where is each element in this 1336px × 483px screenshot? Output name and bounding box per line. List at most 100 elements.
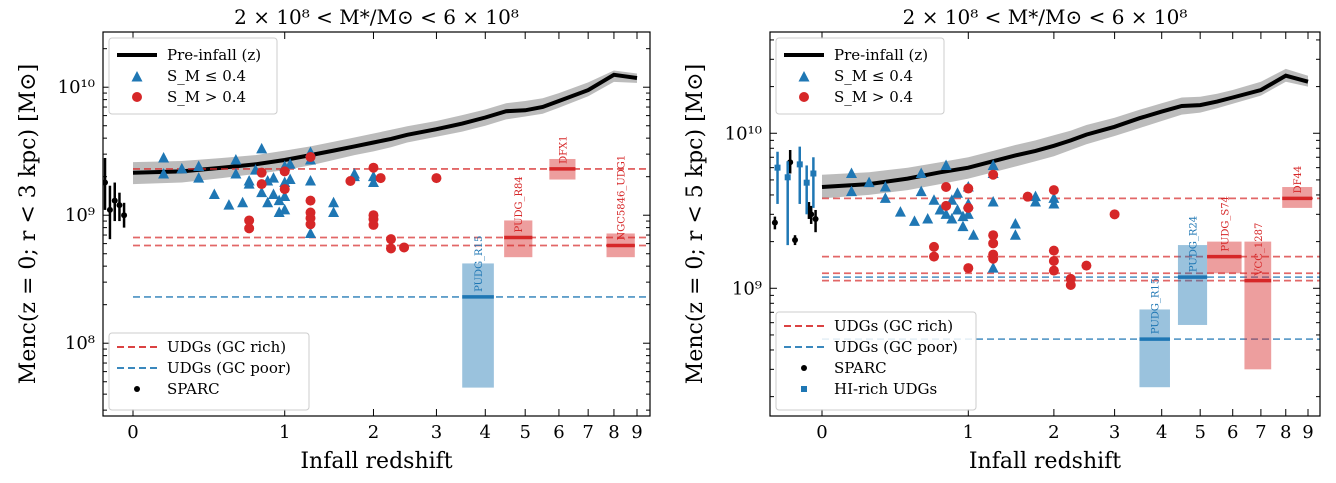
circle-point: [305, 151, 316, 162]
circle-point: [305, 195, 316, 206]
y-axis-label: Menc(z = 0; r < 3 kpc) [M⊙]: [16, 64, 41, 384]
triangle-point: [230, 154, 242, 165]
triangle-point: [305, 227, 316, 238]
triangle-point: [915, 185, 927, 197]
triangle-point: [273, 194, 285, 206]
x-tick-label: 7: [1255, 422, 1266, 443]
x-axis-label: Infall redshift: [969, 449, 1121, 474]
triangle-point: [284, 158, 296, 169]
x-tick-label: 7: [582, 422, 593, 443]
triangle-point: [279, 176, 291, 188]
sparc-point: [808, 211, 815, 218]
circle-point: [385, 243, 396, 254]
pre-infall-line: [132, 72, 638, 175]
y-axis-label: Menc(z = 0; r < 5 kpc) [M⊙]: [683, 64, 708, 384]
triangle-point: [348, 167, 360, 179]
legend-bottom-label: HI-rich UDGs: [834, 380, 937, 398]
hi-rich-point: [764, 171, 770, 177]
legend-top: Pre-infall (z) S_M ≤ 0.4 S_M > 0.4: [775, 37, 945, 115]
triangle-point: [863, 176, 875, 188]
hi-rich-point: [784, 174, 791, 181]
triangle-point: [928, 194, 940, 205]
panel-1: PUDG_R15 PUDG_R84 DFX1 NGC5846_UDG1 0 1 2 3 4 5 6 7…: [16, 5, 651, 474]
x-tick-label: 0: [816, 422, 827, 443]
x-tick-label: 2: [368, 422, 379, 443]
y-tick-label: 10⁹: [65, 205, 95, 226]
legend-bottom-label: UDGs (GC poor): [834, 338, 958, 356]
circle-point: [385, 234, 396, 245]
circle-point: [941, 182, 952, 193]
triangle-point: [1048, 192, 1060, 203]
udg-box: [462, 263, 494, 388]
triangle-point: [267, 172, 279, 183]
x-axis: 0 1 2 3 4 5 6 7 8 9 Infall redshift: [127, 32, 643, 474]
x-axis-label: Infall redshift: [300, 449, 452, 474]
axes-frame: [769, 31, 1321, 417]
circle-point: [928, 251, 939, 262]
legend-bottom-label: UDGs (GC poor): [167, 359, 291, 377]
legend-triangle-swatch: [798, 71, 810, 82]
x-tick-label: 1: [963, 422, 974, 443]
triangle-point: [367, 176, 379, 188]
legend-bottom-label: SPARC: [834, 359, 887, 377]
circle-point: [305, 219, 316, 230]
chart-title: 2 × 10⁸ < M*/M⊙ < 6 × 10⁸: [903, 5, 1188, 29]
circle-point: [431, 173, 442, 184]
triangle-point: [894, 206, 906, 217]
sparc-point: [76, 198, 82, 204]
triangle-point: [1030, 196, 1042, 207]
triangle-point: [208, 188, 220, 200]
circle-point: [963, 183, 974, 194]
y-axis: 10⁸ 10⁹ 10¹⁰ Menc(z = 0; r < 3 kpc) [M⊙]: [16, 48, 650, 411]
circle-point: [1065, 279, 1076, 290]
circle-point: [368, 162, 379, 173]
x-tick-label: 1: [279, 422, 290, 443]
circle-point: [279, 166, 290, 177]
legend-bottom-label: UDGs (GC rich): [167, 338, 286, 356]
legend-top-label: S_M ≤ 0.4: [167, 67, 246, 85]
triangle-point: [987, 262, 999, 273]
triangle-point: [845, 167, 857, 179]
triangle-point: [279, 190, 291, 202]
triangle-point: [176, 162, 188, 174]
legend-bottom-label: UDGs (GC rich): [834, 317, 953, 335]
triangle-point: [879, 192, 891, 203]
sparc-point: [111, 197, 118, 204]
circle-point: [279, 184, 290, 195]
circle-point: [988, 253, 999, 264]
plot-area: PUDG_R15 PUDG_R24 PUDG_S74 VCC_1287 DF44: [764, 68, 1320, 388]
chart-title: 2 × 10⁸ < M*/M⊙ < 6 × 10⁸: [234, 5, 519, 29]
hi-rich-point: [774, 164, 781, 171]
udg-label: DF44: [1293, 166, 1304, 194]
x-tick-label: 8: [608, 422, 619, 443]
circle-point: [988, 169, 999, 180]
circle-point: [399, 242, 410, 253]
triangle-point: [1048, 197, 1060, 209]
x-tick-label: 9: [1302, 422, 1313, 443]
triangle-point: [230, 167, 242, 179]
circle-point: [1048, 245, 1059, 256]
triangle-point: [267, 188, 279, 200]
legend-bottom: UDGs (GC rich) UDGs (GC poor) SPARC HI-rich…: [775, 311, 977, 411]
axes-frame: [102, 31, 651, 417]
triangle-point: [957, 220, 969, 232]
y-tick-label: 10¹⁰: [725, 123, 762, 144]
y-tick-label: 10⁹: [732, 278, 762, 299]
x-tick-label: 0: [127, 422, 138, 443]
circle-point: [1048, 265, 1059, 276]
x-tick-label: 6: [553, 422, 564, 443]
sparc-point: [812, 215, 819, 222]
udg-label: PUDG_R24: [1189, 216, 1200, 272]
triangle-point: [158, 151, 170, 163]
legend-top-label: S_M > 0.4: [834, 88, 913, 106]
legend-sparc-swatch: [134, 386, 140, 392]
x-axis: 0 1 2 3 4 5 6 7 8 9 Infall redshift: [816, 32, 1314, 474]
triangle-point: [256, 186, 268, 198]
triangle-point: [845, 185, 857, 197]
hi-rich-point: [803, 179, 810, 186]
x-tick-label: 5: [519, 422, 530, 443]
sparc-point: [792, 236, 799, 243]
sparc-point: [89, 141, 95, 147]
triangle-point: [922, 212, 934, 224]
